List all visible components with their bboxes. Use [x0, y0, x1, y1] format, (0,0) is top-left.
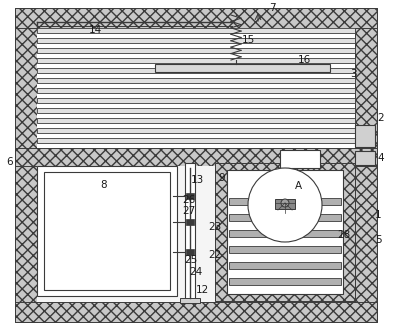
Text: 2: 2: [378, 113, 384, 123]
Bar: [37, 166, 355, 302]
Bar: [37, 68, 355, 73]
Text: 5: 5: [375, 235, 381, 245]
Text: A: A: [294, 181, 301, 191]
Bar: [15, 302, 377, 322]
Text: 23: 23: [208, 222, 222, 232]
Text: 28: 28: [337, 230, 351, 240]
Bar: [155, 64, 330, 72]
Bar: [37, 118, 355, 123]
Bar: [37, 58, 355, 63]
Bar: [37, 78, 355, 83]
Bar: [186, 219, 194, 225]
Text: 24: 24: [189, 267, 203, 277]
Text: 3: 3: [350, 69, 356, 79]
Bar: [280, 150, 320, 168]
Bar: [229, 198, 341, 205]
Text: 15: 15: [241, 35, 255, 45]
Bar: [15, 148, 377, 166]
Bar: [37, 48, 355, 53]
Text: 25: 25: [184, 255, 198, 265]
Text: 7: 7: [269, 3, 275, 13]
Bar: [37, 108, 355, 113]
Bar: [186, 249, 194, 255]
Bar: [15, 8, 37, 322]
Circle shape: [248, 168, 322, 242]
Bar: [229, 246, 341, 253]
Text: 22: 22: [208, 250, 222, 260]
Text: 8: 8: [101, 180, 107, 190]
Bar: [37, 38, 355, 43]
Circle shape: [281, 199, 289, 207]
Bar: [355, 8, 377, 322]
Bar: [37, 88, 355, 93]
Text: 16: 16: [298, 55, 310, 65]
Bar: [37, 28, 355, 148]
Text: 26: 26: [182, 195, 196, 205]
Bar: [229, 278, 341, 285]
Bar: [355, 125, 375, 147]
Bar: [215, 163, 355, 301]
Bar: [37, 138, 355, 143]
Bar: [227, 170, 343, 294]
Text: 4: 4: [378, 153, 384, 163]
Bar: [180, 298, 200, 303]
Bar: [229, 262, 341, 269]
Bar: [44, 172, 170, 290]
Bar: [37, 98, 355, 103]
Bar: [37, 166, 177, 296]
Text: 9: 9: [219, 173, 225, 183]
Text: 14: 14: [88, 25, 102, 35]
Bar: [355, 151, 375, 165]
Bar: [15, 8, 377, 28]
Text: 27: 27: [182, 206, 196, 216]
Bar: [229, 230, 341, 237]
Bar: [186, 193, 194, 199]
Text: 12: 12: [195, 285, 209, 295]
Bar: [229, 214, 341, 221]
Bar: [37, 28, 355, 33]
Bar: [185, 163, 195, 303]
Bar: [37, 128, 355, 133]
Text: 13: 13: [190, 175, 204, 185]
Text: 1: 1: [375, 210, 381, 220]
Bar: [275, 199, 295, 209]
Text: 6: 6: [7, 157, 13, 167]
